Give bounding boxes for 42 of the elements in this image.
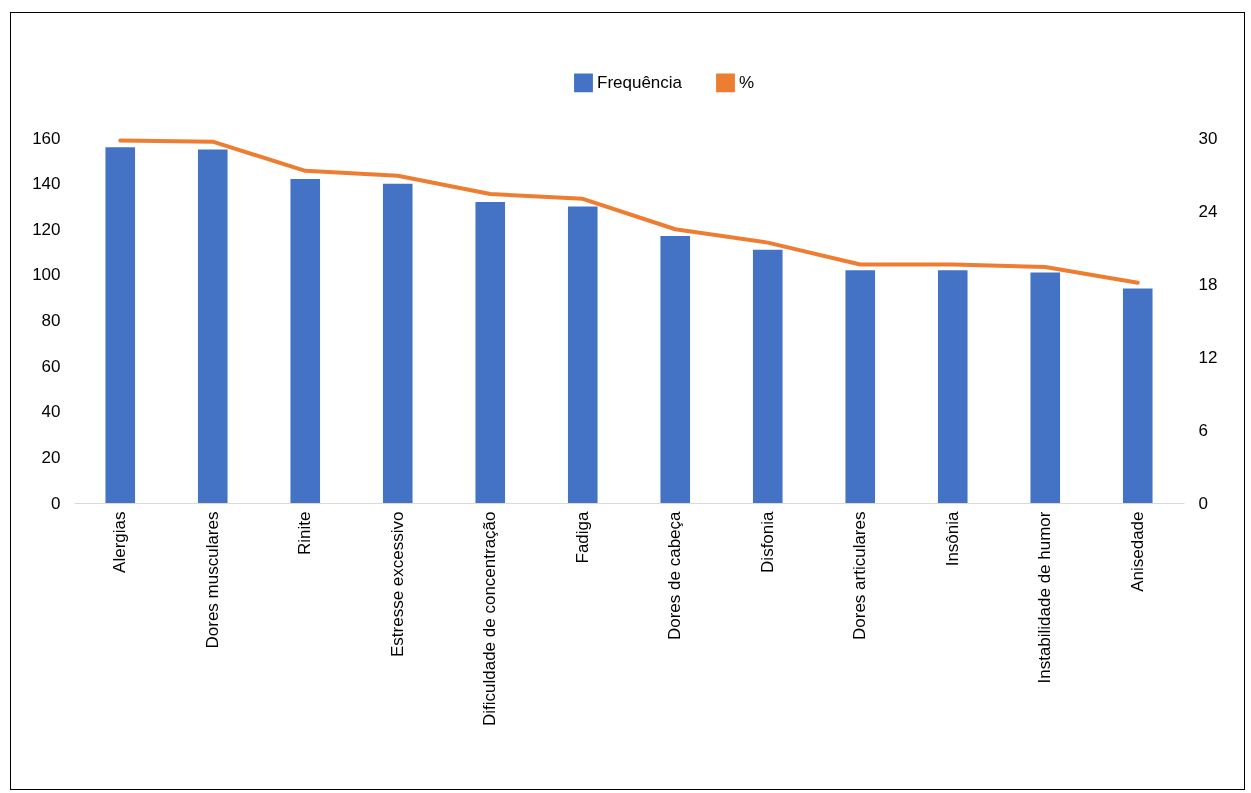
bar [752,249,783,503]
x-tick-label: Estresse excessivo [387,511,407,657]
bar [567,206,598,503]
y-tick-label: 100 [32,265,61,285]
bar [382,183,413,503]
bar [105,147,136,503]
x-tick-label: Alergias [110,511,130,573]
bar [290,179,321,503]
x-tick-label: Disfonia [757,510,777,573]
y-tick-label: 40 [41,402,61,422]
y2-tick-label: 24 [1198,201,1218,221]
y2-tick-label: 18 [1198,274,1218,294]
y-tick-label: 160 [32,128,61,148]
x-tick-label: Dores musculares [202,511,222,649]
y-tick-label: 80 [41,311,61,330]
y2-tick-label: 6 [1198,420,1208,440]
y-tick-label: 120 [32,219,61,239]
bar [475,201,506,503]
x-tick-label: Dores de cabeça [665,510,685,641]
x-tick-label: Fadiga [572,510,592,564]
bar [845,270,876,503]
legend-label: Frequência [597,72,683,92]
y-tick-label: 0 [51,493,61,513]
y2-tick-label: 0 [1198,493,1208,513]
x-tick-label: Anisedade [1127,511,1147,592]
x-tick-label: Dores articulares [850,511,870,640]
bar [937,270,968,503]
bar [1122,288,1153,503]
y2-tick-label: 30 [1198,128,1218,148]
y-tick-label: 140 [32,174,61,194]
y2-tick-label: 12 [1198,347,1218,367]
legend-label: % [739,72,755,92]
x-tick-label: Dificuldade de concentração [480,511,500,727]
x-tick-label: Insônia [942,510,962,567]
x-tick-label: Instabilidade de humor [1035,511,1055,684]
line-series [118,138,1140,285]
bar [660,236,691,503]
x-tick-label: Rinite [295,511,315,555]
bar [197,149,228,503]
y-tick-label: 20 [41,447,61,467]
y-tick-label: 60 [41,356,61,376]
bar [1030,272,1061,503]
